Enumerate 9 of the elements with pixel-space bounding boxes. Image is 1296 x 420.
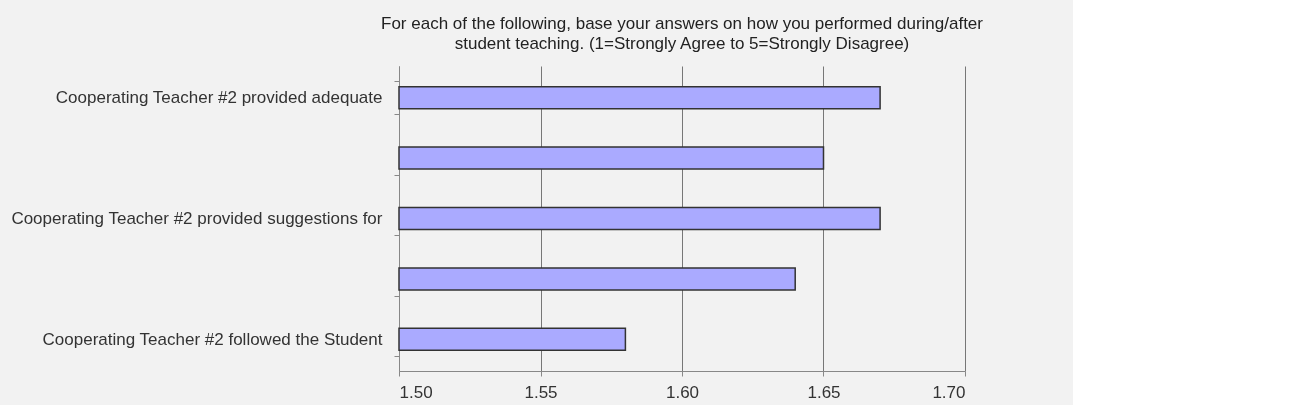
y-tick-label: Cooperating Teacher #2 followed the Student: [42, 329, 383, 349]
x-tick-label: 1.60: [665, 382, 700, 402]
y-tick-label: Cooperating Teacher #2 provided suggestions for: [11, 209, 383, 228]
chart-title: For each of the following, base your answers on how you performed during/after student teaching. (1=Strongly Agree to 5=Strongly Disagree): [381, 14, 984, 53]
x-tick-label: 1.55: [524, 382, 558, 402]
x-tick-label: 1.70: [932, 382, 966, 402]
y-tick-label: Cooperating Teacher #2 provided adequate: [55, 88, 383, 108]
x-tick-label: 1.50: [399, 382, 433, 402]
x-tick-label: 1.65: [807, 382, 841, 402]
